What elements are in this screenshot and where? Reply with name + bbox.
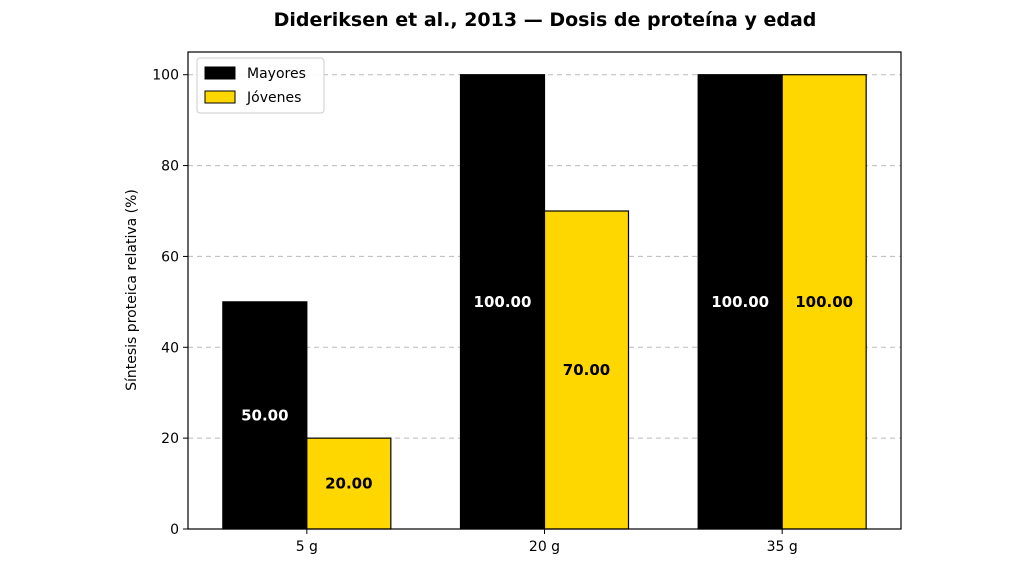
y-axis-ticks: 0 20 40 60 80 100: [152, 68, 188, 538]
data-label: 100.00: [711, 293, 769, 311]
bar-jovenes: [306, 437, 392, 530]
data-label: 100.00: [474, 293, 532, 311]
legend-label-jovenes: Jóvenes: [246, 90, 301, 106]
legend: Mayores Jóvenes: [196, 57, 325, 114]
y-tick-label: 80: [161, 159, 179, 175]
bars: [222, 74, 867, 530]
y-axis-label: Síntesis proteica relativa (%): [124, 189, 140, 391]
bar-mayores: [697, 74, 783, 530]
y-tick-label: 60: [161, 249, 179, 265]
chart-title: Dideriksen et al., 2013 — Dosis de prote…: [274, 9, 817, 31]
data-label: 70.00: [563, 361, 610, 379]
data-labels: 50.00 20.00 100.00 70.00 100.00 100.00: [241, 293, 853, 493]
legend-swatch-mayores: [204, 66, 236, 80]
bar-jovenes: [781, 74, 867, 530]
legend-label-mayores: Mayores: [247, 66, 306, 82]
bar-jovenes: [543, 210, 630, 530]
y-tick-label: 20: [161, 431, 179, 447]
x-axis-ticks: 5 g 20 g 35 g: [296, 529, 798, 555]
y-tick-label: 0: [170, 522, 179, 538]
bar-mayores: [222, 301, 308, 530]
bar-mayores: [459, 74, 546, 530]
x-tick-label: 35 g: [767, 539, 798, 555]
data-label: 50.00: [241, 406, 288, 424]
data-label: 100.00: [795, 293, 853, 311]
legend-swatch-jovenes: [204, 90, 236, 104]
x-tick-label: 20 g: [529, 539, 560, 555]
y-tick-label: 100: [152, 68, 179, 84]
y-tick-label: 40: [161, 340, 179, 356]
data-label: 20.00: [325, 475, 372, 493]
x-tick-label: 5 g: [296, 539, 318, 555]
